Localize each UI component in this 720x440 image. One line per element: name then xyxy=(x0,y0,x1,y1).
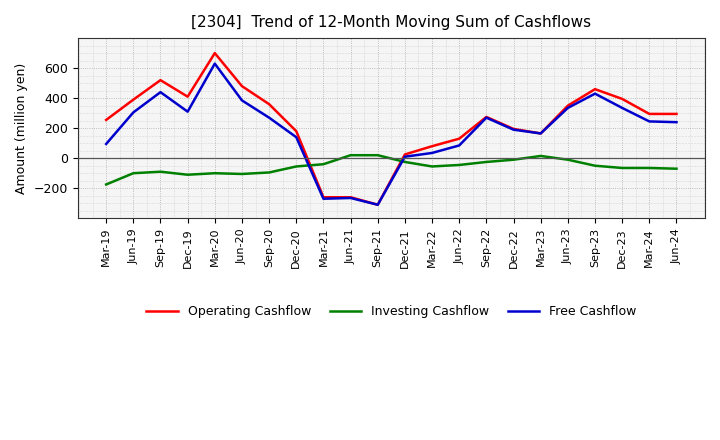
Free Cashflow xyxy=(319,196,328,202)
Operating Cashflow xyxy=(238,84,246,89)
Free Cashflow xyxy=(482,115,491,120)
Free Cashflow xyxy=(536,131,545,136)
Operating Cashflow xyxy=(482,114,491,120)
Line: Investing Cashflow: Investing Cashflow xyxy=(106,155,677,184)
Free Cashflow xyxy=(184,109,192,114)
Operating Cashflow xyxy=(400,152,409,157)
Free Cashflow xyxy=(265,115,274,120)
Operating Cashflow xyxy=(346,194,355,200)
Operating Cashflow xyxy=(184,94,192,99)
Investing Cashflow xyxy=(102,182,110,187)
Operating Cashflow xyxy=(455,136,464,141)
Operating Cashflow xyxy=(129,97,138,102)
Investing Cashflow xyxy=(346,153,355,158)
Investing Cashflow xyxy=(536,153,545,158)
Free Cashflow xyxy=(455,143,464,148)
Operating Cashflow xyxy=(672,111,681,117)
Free Cashflow xyxy=(210,61,219,66)
Investing Cashflow xyxy=(482,159,491,165)
Free Cashflow xyxy=(292,135,300,140)
Free Cashflow xyxy=(672,120,681,125)
Free Cashflow xyxy=(400,154,409,159)
Free Cashflow xyxy=(102,141,110,147)
Investing Cashflow xyxy=(238,171,246,176)
Operating Cashflow xyxy=(590,87,599,92)
Y-axis label: Amount (million yen): Amount (million yen) xyxy=(15,62,28,194)
Operating Cashflow xyxy=(509,126,518,132)
Investing Cashflow xyxy=(455,162,464,168)
Operating Cashflow xyxy=(210,51,219,56)
Investing Cashflow xyxy=(564,157,572,162)
Investing Cashflow xyxy=(292,164,300,169)
Operating Cashflow xyxy=(156,77,165,83)
Investing Cashflow xyxy=(265,170,274,175)
Operating Cashflow xyxy=(645,111,654,117)
Free Cashflow xyxy=(346,195,355,201)
Investing Cashflow xyxy=(400,159,409,165)
Investing Cashflow xyxy=(210,171,219,176)
Line: Free Cashflow: Free Cashflow xyxy=(106,64,677,205)
Operating Cashflow xyxy=(374,202,382,207)
Operating Cashflow xyxy=(292,128,300,134)
Operating Cashflow xyxy=(618,96,626,102)
Investing Cashflow xyxy=(374,153,382,158)
Free Cashflow xyxy=(129,110,138,115)
Free Cashflow xyxy=(238,98,246,103)
Investing Cashflow xyxy=(672,166,681,171)
Operating Cashflow xyxy=(319,194,328,200)
Free Cashflow xyxy=(374,202,382,207)
Free Cashflow xyxy=(618,105,626,110)
Legend: Operating Cashflow, Investing Cashflow, Free Cashflow: Operating Cashflow, Investing Cashflow, … xyxy=(141,300,642,323)
Free Cashflow xyxy=(156,89,165,95)
Investing Cashflow xyxy=(645,165,654,171)
Free Cashflow xyxy=(564,105,572,110)
Line: Operating Cashflow: Operating Cashflow xyxy=(106,53,677,205)
Investing Cashflow xyxy=(319,161,328,167)
Investing Cashflow xyxy=(184,172,192,177)
Investing Cashflow xyxy=(618,165,626,171)
Investing Cashflow xyxy=(590,163,599,169)
Investing Cashflow xyxy=(509,157,518,162)
Investing Cashflow xyxy=(156,169,165,174)
Title: [2304]  Trend of 12-Month Moving Sum of Cashflows: [2304] Trend of 12-Month Moving Sum of C… xyxy=(192,15,591,30)
Operating Cashflow xyxy=(428,143,436,149)
Free Cashflow xyxy=(509,127,518,132)
Investing Cashflow xyxy=(428,164,436,169)
Free Cashflow xyxy=(590,91,599,96)
Free Cashflow xyxy=(645,119,654,124)
Operating Cashflow xyxy=(564,103,572,108)
Operating Cashflow xyxy=(102,117,110,123)
Investing Cashflow xyxy=(129,171,138,176)
Operating Cashflow xyxy=(265,102,274,107)
Free Cashflow xyxy=(428,150,436,156)
Operating Cashflow xyxy=(536,131,545,136)
